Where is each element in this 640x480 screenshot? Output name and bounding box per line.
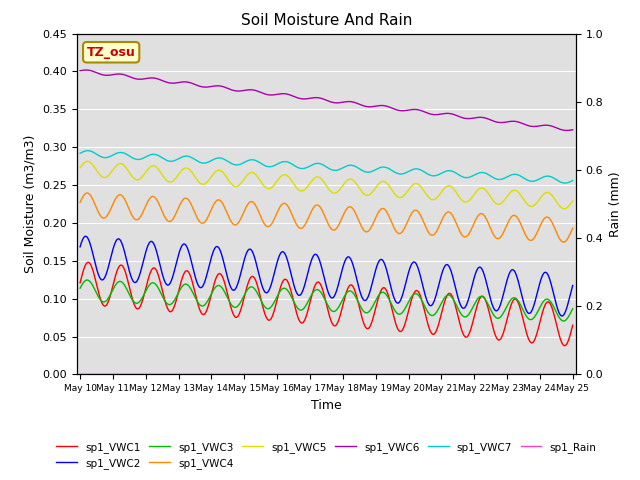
sp1_VWC4: [285, 206, 293, 212]
sp1_Rain: [305, 372, 312, 377]
sp1_VWC7: [84, 148, 92, 154]
sp1_VWC7: [305, 164, 312, 169]
sp1_VWC4: [569, 225, 577, 231]
Line: sp1_VWC1: sp1_VWC1: [80, 262, 573, 346]
sp1_VWC1: [357, 310, 365, 316]
sp1_VWC1: [115, 264, 122, 270]
Text: TZ_osu: TZ_osu: [87, 46, 136, 59]
sp1_VWC2: [569, 283, 577, 288]
sp1_VWC2: [135, 275, 143, 281]
sp1_VWC3: [285, 290, 293, 296]
sp1_VWC6: [296, 96, 303, 101]
sp1_VWC5: [115, 161, 122, 167]
sp1_VWC1: [569, 322, 577, 328]
sp1_VWC6: [305, 96, 312, 101]
sp1_Rain: [285, 372, 293, 377]
sp1_VWC5: [285, 175, 293, 180]
sp1_VWC7: [357, 167, 365, 172]
Y-axis label: Rain (mm): Rain (mm): [609, 171, 622, 237]
sp1_VWC2: [305, 267, 312, 273]
Title: Soil Moisture And Rain: Soil Moisture And Rain: [241, 13, 412, 28]
sp1_VWC4: [135, 216, 143, 222]
sp1_VWC3: [559, 318, 567, 324]
sp1_VWC4: [76, 200, 84, 205]
sp1_VWC2: [296, 292, 303, 298]
sp1_VWC4: [559, 239, 567, 245]
sp1_Rain: [115, 372, 122, 377]
Line: sp1_VWC3: sp1_VWC3: [80, 280, 573, 321]
sp1_VWC6: [569, 127, 577, 132]
sp1_VWC6: [115, 71, 122, 77]
sp1_Rain: [296, 372, 303, 377]
Line: sp1_VWC5: sp1_VWC5: [80, 161, 573, 209]
sp1_VWC2: [357, 291, 365, 297]
sp1_VWC4: [115, 192, 122, 198]
sp1_VWC1: [305, 305, 312, 311]
sp1_VWC5: [84, 158, 92, 164]
sp1_VWC2: [558, 313, 566, 319]
sp1_VWC3: [115, 279, 122, 285]
sp1_VWC6: [135, 76, 143, 82]
sp1_VWC3: [135, 300, 143, 305]
sp1_VWC6: [82, 67, 90, 73]
sp1_VWC6: [357, 102, 365, 108]
sp1_VWC2: [76, 244, 84, 250]
sp1_VWC2: [115, 236, 122, 242]
sp1_VWC5: [561, 206, 568, 212]
sp1_VWC1: [76, 280, 84, 286]
sp1_VWC5: [296, 188, 303, 193]
sp1_VWC3: [83, 277, 91, 283]
sp1_VWC1: [296, 318, 303, 324]
sp1_VWC3: [76, 285, 84, 291]
sp1_VWC6: [76, 68, 84, 73]
sp1_VWC7: [76, 150, 84, 156]
sp1_VWC7: [561, 180, 569, 186]
Legend: sp1_VWC1, sp1_VWC2, sp1_VWC3, sp1_VWC4, sp1_VWC5, sp1_VWC6, sp1_VWC7, sp1_Rain: sp1_VWC1, sp1_VWC2, sp1_VWC3, sp1_VWC4, …: [52, 438, 601, 473]
sp1_VWC1: [84, 259, 92, 265]
sp1_VWC7: [296, 165, 303, 171]
X-axis label: Time: Time: [311, 399, 342, 412]
sp1_VWC5: [135, 177, 143, 182]
sp1_VWC7: [135, 156, 143, 162]
sp1_VWC2: [82, 233, 90, 239]
sp1_VWC7: [285, 160, 293, 166]
sp1_VWC6: [285, 92, 293, 97]
sp1_VWC1: [285, 283, 293, 288]
sp1_VWC1: [561, 343, 568, 348]
Line: sp1_VWC6: sp1_VWC6: [80, 70, 573, 131]
sp1_VWC3: [357, 304, 365, 310]
sp1_VWC3: [305, 298, 312, 303]
sp1_VWC5: [76, 165, 84, 170]
sp1_VWC5: [357, 187, 365, 193]
sp1_VWC7: [115, 150, 122, 156]
sp1_Rain: [134, 372, 142, 377]
Y-axis label: Soil Moisture (m3/m3): Soil Moisture (m3/m3): [24, 135, 36, 273]
sp1_VWC4: [305, 215, 312, 221]
sp1_VWC4: [83, 190, 91, 196]
Line: sp1_VWC7: sp1_VWC7: [80, 151, 573, 183]
sp1_Rain: [76, 372, 84, 377]
sp1_VWC5: [305, 182, 312, 188]
sp1_VWC1: [135, 306, 143, 312]
sp1_Rain: [356, 372, 364, 377]
sp1_VWC2: [285, 264, 293, 270]
sp1_VWC7: [569, 178, 577, 183]
sp1_VWC3: [296, 307, 303, 312]
sp1_Rain: [569, 372, 577, 377]
sp1_VWC3: [569, 306, 577, 312]
sp1_VWC6: [563, 128, 571, 133]
Line: sp1_VWC2: sp1_VWC2: [80, 236, 573, 316]
sp1_VWC4: [357, 222, 365, 228]
sp1_VWC5: [569, 198, 577, 204]
Line: sp1_VWC4: sp1_VWC4: [80, 193, 573, 242]
sp1_VWC4: [296, 225, 303, 231]
